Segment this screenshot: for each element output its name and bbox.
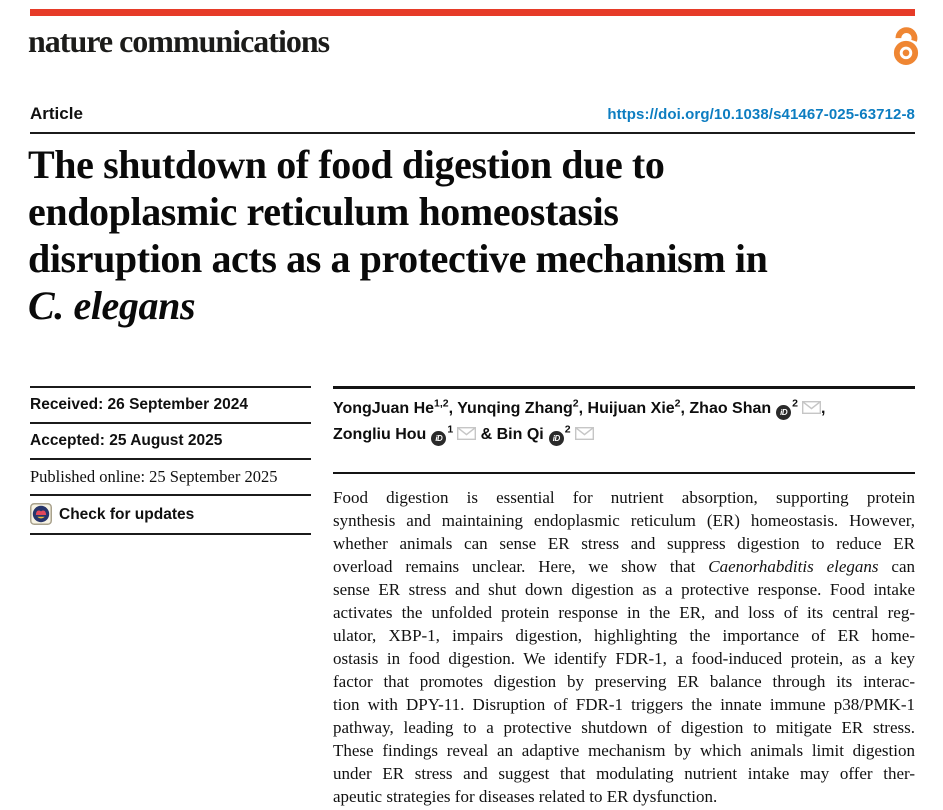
abs-line: ulator, XBP-1, impairs digestion, highli…	[333, 624, 915, 647]
affiliation-superscript: 2	[572, 397, 579, 410]
title-line: disruption acts as a protective mechanis…	[28, 235, 918, 282]
doi-link[interactable]: https://doi.org/10.1038/s41467-025-63712…	[607, 106, 915, 123]
mail-icon[interactable]	[574, 423, 594, 448]
abs-line: factor that promotes digestion by preser…	[333, 670, 915, 693]
crossmark-icon	[30, 503, 52, 525]
title-line: endoplasmic reticulum homeostasis	[28, 188, 918, 235]
text-segment: sense ER stress and shut down digestion …	[333, 580, 915, 599]
author-name: & Bin Qi	[476, 426, 544, 443]
abs-line: synthesis and maintaining endoplasmic re…	[333, 509, 915, 532]
text-segment: ulator, XBP-1, impairs digestion, highli…	[333, 626, 915, 645]
abs-line: tion with DPY-11. Disruption of FDR-1 tr…	[333, 693, 915, 716]
text-segment: can	[878, 557, 915, 576]
affiliation-superscript: 2	[792, 397, 799, 410]
text-segment: whether animals can sense ER stress and …	[333, 534, 915, 553]
text-segment: disruption acts as a protective mechanis…	[28, 236, 768, 281]
author-list: YongJuan He1,2, Yunqing Zhang2, Huijuan …	[333, 389, 915, 448]
page-title: The shutdown of food digestion due to end…	[28, 141, 918, 329]
brand-red-bar	[30, 9, 915, 16]
italic-species-name: C. elegans	[28, 283, 196, 328]
accepted-date-label: Accepted: 25 August 2025	[30, 432, 223, 449]
affiliation-superscript: 2	[564, 423, 571, 436]
abs-line: under ER stress and suggest that modulat…	[333, 762, 915, 785]
author-name: Zongliu Hou	[333, 426, 427, 443]
title-line: C. elegans	[28, 282, 918, 329]
published-date: Published online: 25 September 2025	[30, 458, 311, 494]
author-name: , Yunqing Zhang	[448, 400, 573, 417]
affiliation-superscript: 2	[674, 397, 681, 410]
author-name: YongJuan He	[333, 400, 435, 417]
text-segment: Food digestion is essential for nutrient…	[333, 488, 915, 507]
accepted-date: Accepted: 25 August 2025	[30, 422, 311, 458]
journal-wordmark: nature communications	[28, 23, 330, 59]
title-line: The shutdown of food digestion due to	[28, 141, 918, 188]
abs-line: Food digestion is essential for nutrient…	[333, 486, 915, 509]
mail-icon[interactable]	[802, 397, 822, 422]
metadata-sidebar: Received: 26 September 2024 Accepted: 25 …	[30, 386, 311, 535]
author-line: Zongliu Hou iD1 & Bin Qi iD2	[333, 422, 915, 448]
text-segment: under ER stress and suggest that modulat…	[333, 764, 915, 783]
author-name: , Zhao Shan	[680, 400, 772, 417]
abs-line: ostasis in food digestion. We identify F…	[333, 647, 915, 670]
text-segment: apeutic strategies for diseases related …	[333, 787, 718, 806]
text-segment: factor that promotes digestion by preser…	[333, 672, 915, 691]
mail-icon[interactable]	[457, 423, 477, 448]
author-name: ,	[821, 400, 826, 417]
orcid-icon[interactable]: iD	[776, 405, 792, 420]
main-column: YongJuan He1,2, Yunqing Zhang2, Huijuan …	[333, 386, 915, 808]
abstract-text: Food digestion is essential for nutrient…	[333, 474, 915, 808]
orcid-icon[interactable]: iD	[548, 431, 564, 446]
abs-line: whether animals can sense ER stress and …	[333, 532, 915, 555]
text-segment: tion with DPY-11. Disruption of FDR-1 tr…	[333, 695, 915, 714]
text-segment: endoplasmic reticulum homeostasis	[28, 189, 619, 234]
abstract-divider	[333, 472, 915, 474]
affiliation-superscript: 1	[447, 423, 454, 436]
italic-species-name: Caenorhabditis elegans	[708, 557, 879, 576]
abs-line: activates the unfolded protein response …	[333, 601, 915, 624]
check-for-updates-label: Check for updates	[59, 505, 195, 523]
article-type-label: Article	[30, 104, 83, 123]
text-segment: synthesis and maintaining endoplasmic re…	[333, 511, 915, 530]
article-header-row: Article https://doi.org/10.1038/s41467-0…	[30, 104, 915, 124]
received-date: Received: 26 September 2024	[30, 386, 311, 422]
abs-line: apeutic strategies for diseases related …	[333, 785, 915, 808]
abs-line: These findings reveal an adaptive mechan…	[333, 739, 915, 762]
author-line: YongJuan He1,2, Yunqing Zhang2, Huijuan …	[333, 396, 915, 422]
affiliation-superscript: 1,2	[434, 397, 449, 410]
text-segment: pathway, leading to a protective shutdow…	[333, 718, 915, 737]
text-segment: The shutdown of food digestion due to	[28, 142, 665, 187]
text-segment: ostasis in food digestion. We identify F…	[333, 649, 915, 668]
published-date-label: Published online: 25 September 2025	[30, 467, 278, 486]
received-date-label: Received: 26 September 2024	[30, 396, 248, 413]
text-segment: activates the unfolded protein response …	[333, 603, 915, 622]
text-segment: These findings reveal an adaptive mechan…	[333, 741, 915, 760]
authors-divider	[333, 386, 915, 389]
check-for-updates[interactable]: Check for updates	[30, 494, 311, 533]
abs-line: pathway, leading to a protective shutdow…	[333, 716, 915, 739]
abs-line: overload remains unclear. Here, we show …	[333, 555, 915, 578]
text-segment: overload remains unclear. Here, we show …	[333, 557, 709, 576]
author-name: , Huijuan Xie	[578, 400, 675, 417]
header-divider	[30, 132, 915, 134]
abs-line: sense ER stress and shut down digestion …	[333, 578, 915, 601]
orcid-icon[interactable]: iD	[431, 431, 447, 446]
open-access-lock-icon	[889, 20, 923, 67]
